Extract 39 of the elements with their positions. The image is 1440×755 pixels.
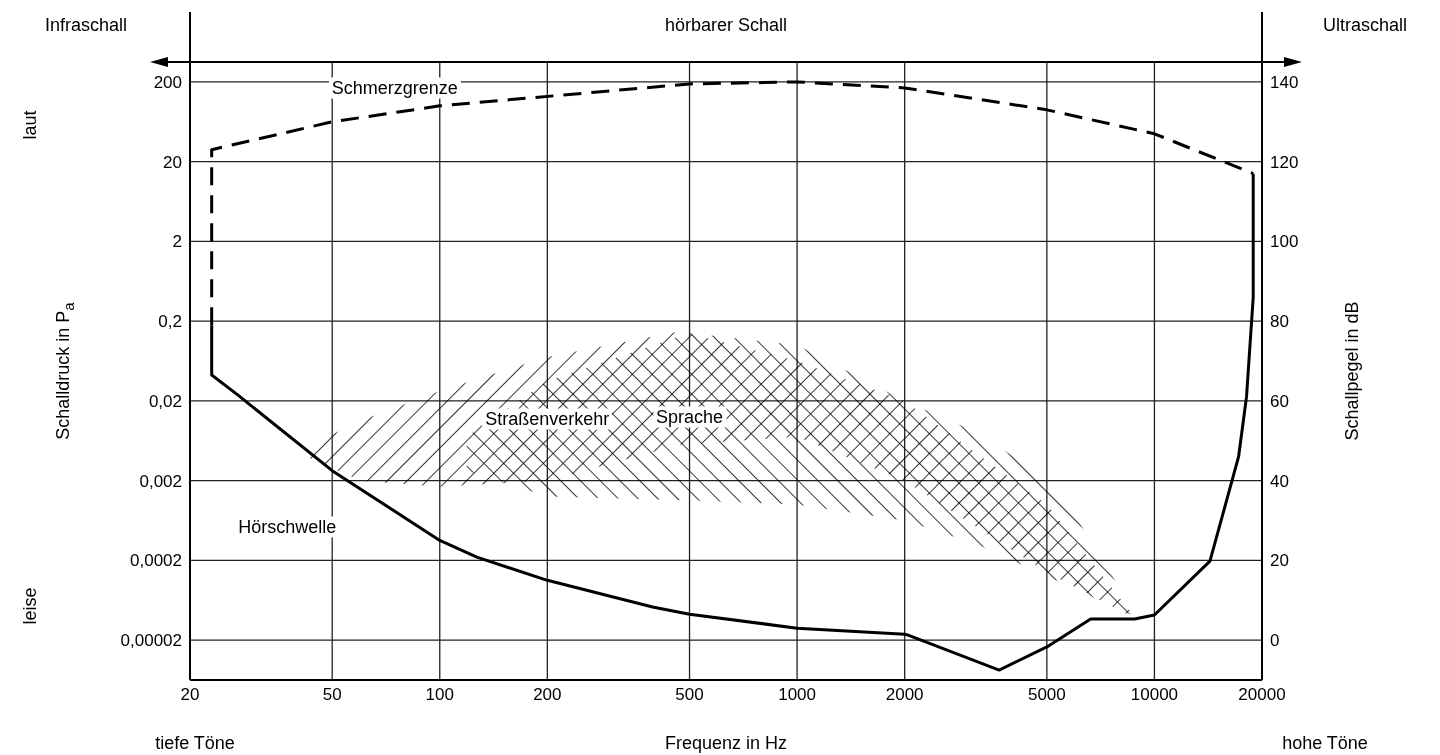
- text: laut: [19, 110, 41, 140]
- y-tick-label: 0,02: [148, 391, 182, 411]
- x-tick-label: 200: [533, 685, 562, 705]
- x-axis-title: Frequenz in Hz: [664, 732, 788, 754]
- y-tick-label: 2: [172, 232, 182, 252]
- x-tick-label: 5000: [1027, 685, 1066, 705]
- x-tick-label: 1000: [778, 685, 817, 705]
- y2-axis-title: Schallpegel in dB: [1341, 301, 1363, 441]
- text: hohe Töne: [1282, 732, 1368, 754]
- y2-tick-label: 120: [1270, 152, 1299, 172]
- series-label: Hörschwelle: [235, 516, 340, 538]
- text: Infraschall: [44, 14, 128, 36]
- x-tick-label: 20000: [1238, 685, 1286, 705]
- y2-tick-label: 80: [1270, 312, 1289, 332]
- text: Ultraschall: [1322, 14, 1408, 36]
- y2-tick-label: 20: [1270, 551, 1289, 571]
- y-tick-label: 0,002: [139, 471, 182, 491]
- y-tick-label: 200: [153, 73, 182, 92]
- text: hörbarer Schall: [664, 14, 788, 36]
- y-tick-label: 20: [163, 152, 182, 172]
- x-tick-label: 10000: [1130, 685, 1179, 705]
- series-label: Schmerzgrenze: [328, 77, 461, 99]
- y2-tick-label: 40: [1270, 471, 1289, 491]
- y-tick-label: 0,0002: [130, 551, 182, 571]
- y2-tick-label: 100: [1270, 232, 1299, 252]
- y-tick-label: 0,00002: [120, 631, 182, 651]
- x-tick-label: 100: [425, 685, 454, 705]
- x-tick-label: 500: [675, 685, 704, 705]
- legend-label: Sprache: [652, 406, 727, 428]
- x-tick-label: 2000: [885, 685, 924, 705]
- y2-tick-label: 0: [1270, 631, 1280, 651]
- text: tiefe Töne: [155, 732, 235, 754]
- x-tick-label: 20: [180, 685, 200, 705]
- y2-tick-label: 60: [1270, 391, 1289, 411]
- y2-tick-label: 140: [1270, 72, 1299, 92]
- legend-label: Straßenverkehr: [482, 408, 613, 430]
- y-tick-label: 0,2: [158, 312, 182, 332]
- text: leise: [19, 587, 41, 625]
- x-tick-label: 50: [322, 685, 342, 705]
